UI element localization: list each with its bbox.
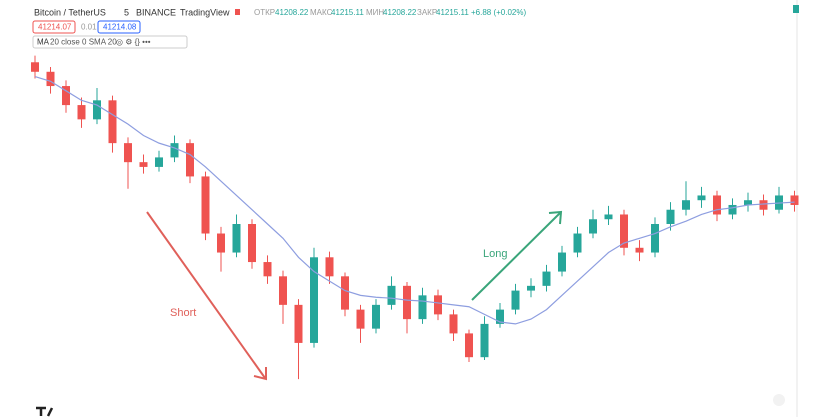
candle-body [651, 224, 659, 253]
open-value: 41208.22 [275, 8, 309, 17]
exchange: BINANCE [136, 7, 176, 17]
candle-body [682, 200, 690, 210]
high-label: МАКС [310, 8, 333, 17]
candle-body [372, 304, 380, 329]
candle-body [666, 209, 675, 224]
buy-price: 41214.08 [103, 23, 137, 32]
long-label: Long [483, 248, 507, 260]
short-arrow [146, 211, 266, 379]
candle-body [434, 295, 442, 315]
candle-body [542, 271, 551, 286]
candle-body [155, 157, 163, 167]
low-label: МИН [366, 8, 384, 17]
indicator-name: MA [37, 38, 50, 47]
candle-body [496, 309, 504, 324]
candle-body [744, 200, 752, 205]
short-arrow-head [253, 367, 267, 381]
sell-box[interactable] [32, 20, 76, 34]
spread: 0.01 [81, 23, 97, 32]
indicator-icons[interactable]: ◎ ⚙ {} ••• [116, 38, 151, 47]
candle-body [201, 176, 210, 234]
sell-price: 41214.07 [38, 23, 72, 32]
candle-body [232, 224, 241, 253]
low-value: 41208.22 [383, 8, 417, 17]
candle-body [558, 252, 566, 272]
candle-body [573, 233, 582, 253]
candle-body [186, 143, 194, 177]
candle-body [759, 200, 768, 210]
candle-body [728, 204, 737, 215]
candle-body [170, 143, 179, 158]
candle-body [325, 257, 334, 277]
scroll-button[interactable] [773, 394, 785, 406]
candle-body [604, 214, 613, 220]
candle-body [480, 323, 489, 358]
candle-body [263, 262, 272, 277]
candle-body [77, 105, 86, 120]
candle-body [108, 100, 117, 144]
candle-body [341, 276, 349, 310]
candle-body [46, 71, 55, 87]
buy-box[interactable] [97, 20, 141, 34]
long-arrow [471, 212, 561, 301]
candle-body [217, 233, 225, 253]
symbol: Bitcoin / TetherUS [34, 7, 106, 17]
candle-body [403, 285, 411, 320]
candle-body [356, 309, 365, 329]
candle-body [387, 285, 396, 305]
candle-body [620, 214, 628, 248]
candle-body [449, 314, 458, 334]
candle-body [790, 195, 799, 205]
indicator-params: 20 close 0 SMA 20 [50, 38, 117, 47]
high-value: 41215.11 [331, 8, 364, 17]
change: +6.88 (+0.02%) [471, 8, 526, 17]
close-value: 41215.11 [436, 8, 469, 17]
candle-body [248, 224, 256, 263]
candle-body [93, 100, 101, 120]
candle-body [139, 162, 148, 167]
indicator-legend[interactable] [32, 35, 188, 49]
candle-body [527, 285, 535, 291]
candle-body [310, 257, 318, 343]
long-arrow-head [548, 210, 563, 225]
scale-marker [793, 5, 799, 13]
candle-body [465, 333, 473, 358]
candle-body [713, 195, 721, 215]
brand: TradingView [180, 7, 230, 17]
interval: 5 [124, 7, 129, 17]
open-label: ОТКР [254, 8, 275, 17]
ma-line [34, 75, 795, 325]
close-label: ЗАКР [417, 8, 437, 17]
tv-logo [36, 406, 54, 417]
short-label: Short [170, 307, 196, 319]
candle-body [635, 247, 644, 253]
candle-body [511, 290, 520, 310]
status-dot [235, 9, 240, 15]
candle-body [294, 304, 303, 343]
candle-body [279, 276, 287, 305]
candle-body [62, 86, 70, 106]
candle-body [124, 143, 132, 163]
candle-body [31, 62, 39, 72]
candle-body [418, 295, 427, 320]
candle-body [697, 195, 706, 201]
candle-body [589, 219, 597, 234]
